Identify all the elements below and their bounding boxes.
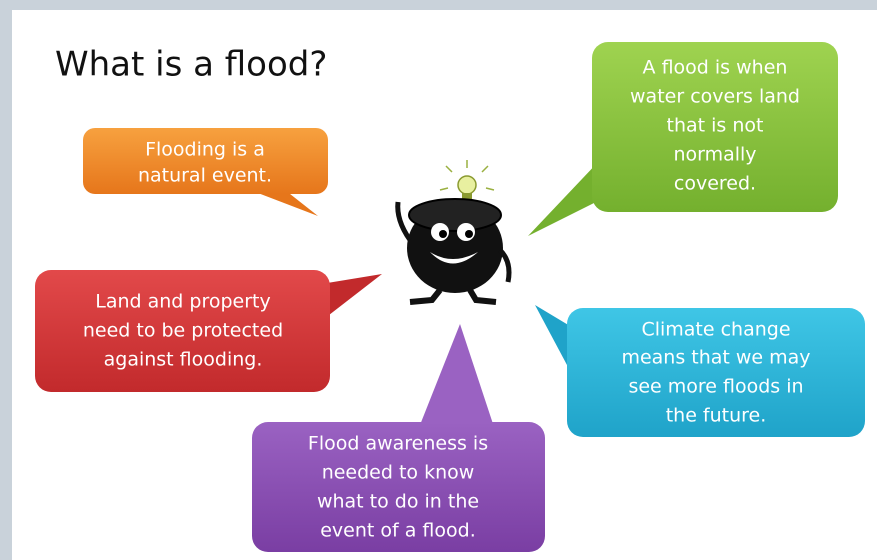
bubble-text: what to do in the (317, 491, 479, 513)
bubble-text: means that we may (621, 347, 810, 369)
page: What is a flood? Flooding is a natural e… (0, 0, 877, 560)
bubble-text: Climate change (641, 319, 790, 341)
bubble-text: normally (673, 144, 756, 166)
bubble-text: A flood is when (643, 57, 788, 79)
bubble-text: water covers land (630, 86, 800, 108)
bubble-text: against flooding. (104, 349, 263, 371)
bubble-text: that is not (667, 115, 764, 137)
bubble-text: needed to know (322, 462, 475, 484)
bubble-text: need to be protected (83, 320, 283, 342)
bubble-text: natural event. (138, 165, 272, 187)
bubble-text: Land and property (95, 291, 271, 313)
bubble-text: event of a flood. (320, 520, 476, 542)
bubble-text: covered. (674, 173, 756, 195)
bubble-text: Flooding is a (145, 139, 265, 161)
slide: What is a flood? Flooding is a natural e… (0, 0, 877, 560)
bubble-text: see more floods in (628, 376, 803, 398)
bubble-text: the future. (666, 405, 767, 427)
title: What is a flood? (55, 45, 327, 85)
bubble-text: Flood awareness is (308, 433, 488, 455)
